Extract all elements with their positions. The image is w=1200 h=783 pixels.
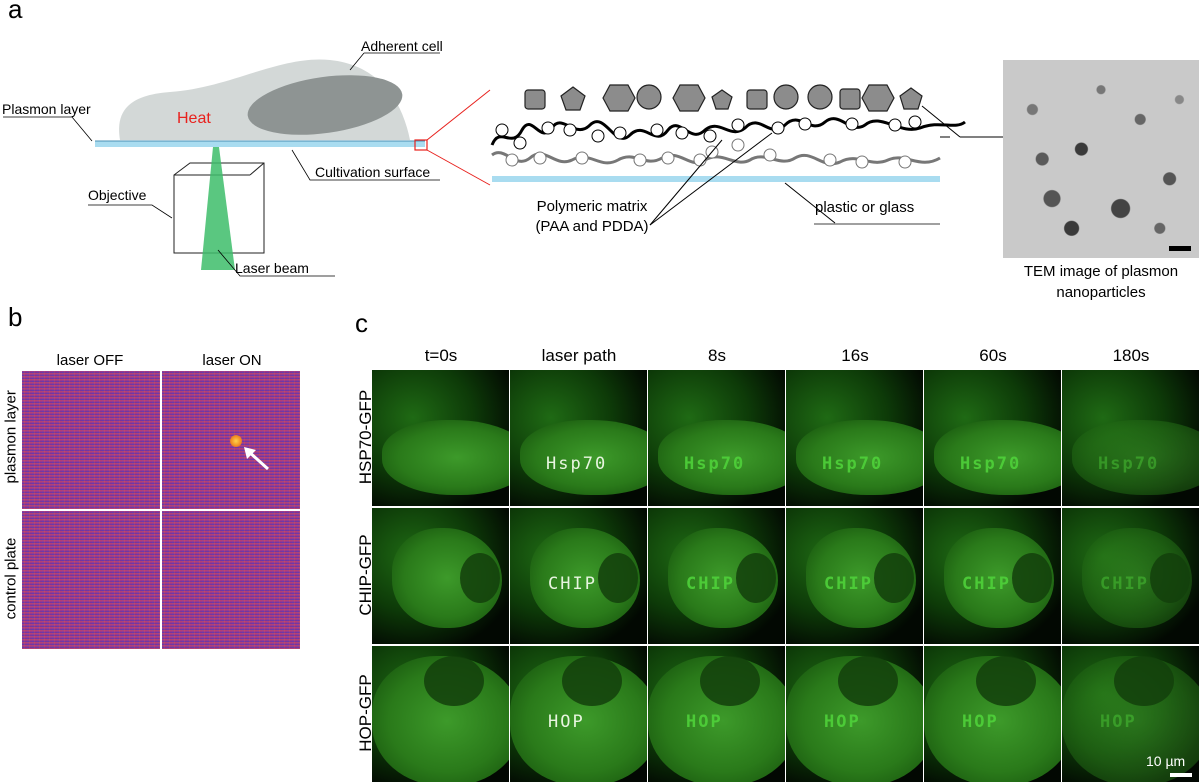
bleached-pattern: CHIP (686, 574, 735, 594)
micrograph-hop-2: HOP (648, 646, 785, 782)
col-header-4: 60s (979, 346, 1007, 365)
panel-b-letter: b (8, 302, 23, 332)
cell-body (520, 420, 647, 495)
hot-spot (230, 435, 242, 447)
nucleus (562, 656, 622, 706)
cell-body (658, 420, 785, 495)
col-laser-on: laser ON (202, 352, 262, 369)
nucleus (598, 553, 638, 603)
col-header-1: laser path (541, 346, 617, 365)
bleached-pattern: CHIP (824, 574, 873, 594)
polymeric-matrix-label: Polymeric matrix (536, 198, 648, 215)
nucleus (460, 553, 500, 603)
nucleus (838, 656, 898, 706)
thermal-map-control-off (22, 511, 160, 649)
cultivation-surface (95, 141, 425, 147)
zoom-box (414, 139, 428, 151)
negative-charges (505, 138, 912, 169)
bleached-pattern: HOP (686, 712, 723, 732)
plastic-or-glass-label: plastic or glass (815, 199, 915, 216)
cell-body (382, 420, 509, 495)
bleached-pattern: Hsp70 (822, 454, 884, 474)
bleached-pattern: CHIP (548, 574, 597, 594)
polymeric-matrix-sublabel: (PAA and PDDA) (535, 218, 649, 235)
micrograph-chip-4: CHIP (924, 508, 1061, 644)
glass-surface (492, 176, 940, 182)
bleached-pattern: HOP (548, 712, 585, 732)
micrograph-hop-4: HOP (924, 646, 1061, 782)
row-control-plate: control plate (2, 537, 20, 620)
micrograph-chip-5: CHIP (1062, 508, 1199, 644)
col-laser-off: laser OFF (56, 352, 124, 369)
thermal-map-plasmon-off (22, 371, 160, 509)
panel-c-letter: c (355, 308, 368, 338)
bleached-pattern: Hsp70 (1098, 454, 1160, 474)
cell-body (796, 420, 923, 495)
micrograph-chip-3: CHIP (786, 508, 923, 644)
panel-a-letter: a (8, 0, 23, 24)
nucleus (1150, 553, 1190, 603)
nanoparticles-row (524, 84, 923, 112)
bleached-pattern: CHIP (962, 574, 1011, 594)
nucleus (424, 656, 484, 706)
micrograph-hsp70-5: Hsp70 (1062, 370, 1199, 506)
micrograph-hop-1: HOP (510, 646, 647, 782)
col-header-2: 8s (708, 346, 726, 365)
scale-bar (1170, 773, 1192, 777)
adherent-cell-label: Adherent cell (361, 38, 443, 54)
heat-label: Heat (177, 110, 211, 127)
tem-image (1003, 60, 1199, 258)
bleached-pattern: HOP (962, 712, 999, 732)
nucleus (976, 656, 1036, 706)
bleached-pattern: Hsp70 (546, 454, 608, 474)
zoom-line-bottom (426, 149, 491, 186)
thermal-map-control-on (162, 511, 300, 649)
objective-shape (173, 162, 265, 254)
objective-label: Objective (88, 187, 147, 203)
col-header-0: t=0s (424, 346, 458, 365)
cell-nucleus (247, 75, 403, 135)
thermal-map-plasmon-on (162, 371, 300, 509)
zoom-line-top (426, 89, 491, 141)
bleached-pattern: HOP (1100, 712, 1137, 732)
tem-scale-bar (1169, 246, 1191, 251)
nucleus (874, 553, 914, 603)
panel-a-schematic (3, 52, 1003, 277)
nucleus (1114, 656, 1174, 706)
bleached-pattern: Hsp70 (960, 454, 1022, 474)
bleached-pattern: Hsp70 (684, 454, 746, 474)
cell-body (1072, 420, 1199, 495)
bleached-pattern: HOP (824, 712, 861, 732)
micrograph-hop-5: HOP (1062, 646, 1199, 782)
col-header-5: 180s (1112, 346, 1150, 365)
nucleus (700, 656, 760, 706)
micrograph-hop-0 (372, 646, 509, 782)
scale-bar-label: 10 µm (1146, 753, 1186, 769)
plasmon-layer-label: Plasmon layer (2, 101, 91, 117)
col-header-3: 16s (841, 346, 869, 365)
micrograph-chip-0 (372, 508, 509, 644)
micrograph-chip-2: CHIP (648, 508, 785, 644)
micrograph-hsp70-4: Hsp70 (924, 370, 1061, 506)
bleached-pattern: CHIP (1100, 574, 1149, 594)
micrograph-chip-1: CHIP (510, 508, 647, 644)
laser-beam-label: Laser beam (235, 260, 309, 276)
arrow-icon (244, 447, 270, 471)
cell-body (934, 420, 1061, 495)
nucleus (1012, 553, 1052, 603)
row-plasmon-layer: plasmon layer (2, 390, 20, 484)
laser-beam-shape (201, 147, 235, 270)
cultivation-surface-label: Cultivation surface (315, 164, 431, 180)
micrograph-hsp70-3: Hsp70 (786, 370, 923, 506)
micrograph-hop-3: HOP (786, 646, 923, 782)
micrograph-hsp70-0 (372, 370, 509, 506)
nucleus (736, 553, 776, 603)
tem-caption-line1: TEM image of plasmon (1023, 263, 1179, 280)
micrograph-hsp70-1: Hsp70 (510, 370, 647, 506)
micrograph-hsp70-2: Hsp70 (648, 370, 785, 506)
positive-charges (495, 115, 922, 150)
tem-caption-line2: nanoparticles (1056, 284, 1146, 301)
